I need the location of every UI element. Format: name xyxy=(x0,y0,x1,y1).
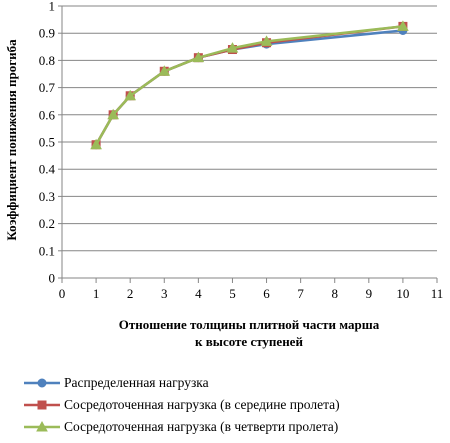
legend-label: Сосредоточенная нагрузка (в середине про… xyxy=(64,397,340,412)
data-point-triangle xyxy=(124,89,137,101)
legend-marker-circle xyxy=(24,378,60,388)
data-point-triangle xyxy=(397,20,409,31)
legend-item-distributed-load: Распределенная нагрузка xyxy=(24,372,340,394)
y-tick-label: 0 xyxy=(49,271,56,286)
y-tick-label: 0.7 xyxy=(39,80,56,95)
legend-item-concentrated-mid-span: Сосредоточенная нагрузка (в середине про… xyxy=(24,394,340,416)
x-tick-label: 5 xyxy=(229,286,236,301)
legend-label: Сосредоточенная нагрузка (в четверти про… xyxy=(64,419,339,434)
data-point-triangle xyxy=(107,108,119,120)
data-point-triangle xyxy=(260,35,273,46)
axes: 00.10.20.30.40.50.60.70.80.910 1 2 3 4 5 6 7 8 9 1… xyxy=(39,0,444,301)
y-tick-label: 0.2 xyxy=(39,216,55,231)
x-tick-label: 9 xyxy=(366,286,373,301)
y-tick-label: 0.5 xyxy=(39,135,55,150)
y-axis-title: Коэффициент понижения прогиба xyxy=(4,39,19,241)
y-tick-label: 1 xyxy=(49,0,56,14)
x-tick-label: 8 xyxy=(331,286,338,301)
chart-plot: 00.10.20.30.40.50.60.70.80.910 1 2 3 4 5 6 7 8 9 1… xyxy=(4,0,444,349)
x-axis-title-line2: к высоте ступеней xyxy=(195,334,303,349)
x-tick-label: 6 xyxy=(263,286,270,301)
x-tick-label: 4 xyxy=(195,286,202,301)
legend-marker-triangle xyxy=(24,420,60,432)
legend: Распределенная нагрузка Сосредоточенная … xyxy=(24,372,340,438)
y-tick-label: 0.9 xyxy=(39,26,55,41)
y-tick-label: 0.6 xyxy=(39,107,56,122)
x-axis-title-line1: Отношение толщины плитной части марша xyxy=(119,317,380,332)
x-tick-label: 7 xyxy=(297,286,304,301)
x-tick-label: 11 xyxy=(431,286,444,301)
x-tick-label: 10 xyxy=(396,286,409,301)
data-point-triangle xyxy=(192,51,205,63)
data-point-triangle xyxy=(90,138,102,150)
x-tick-label: 2 xyxy=(127,286,134,301)
series-lines xyxy=(90,20,409,150)
legend-item-concentrated-quarter-span: Сосредоточенная нагрузка (в четверти про… xyxy=(24,416,340,438)
x-tick-label: 3 xyxy=(161,286,168,301)
y-tick-label: 0.3 xyxy=(39,189,55,204)
y-tick-label: 0.1 xyxy=(39,243,55,258)
x-tick-label: 0 xyxy=(59,286,66,301)
y-tick-label: 0.4 xyxy=(39,162,56,177)
data-point-triangle xyxy=(226,42,239,53)
data-point-triangle xyxy=(158,65,171,76)
series-line-3 xyxy=(95,25,404,146)
y-tick-label: 0.8 xyxy=(39,53,55,68)
legend-marker-square xyxy=(24,400,60,410)
x-tick-label: 1 xyxy=(93,286,100,301)
legend-label: Распределенная нагрузка xyxy=(64,375,209,390)
